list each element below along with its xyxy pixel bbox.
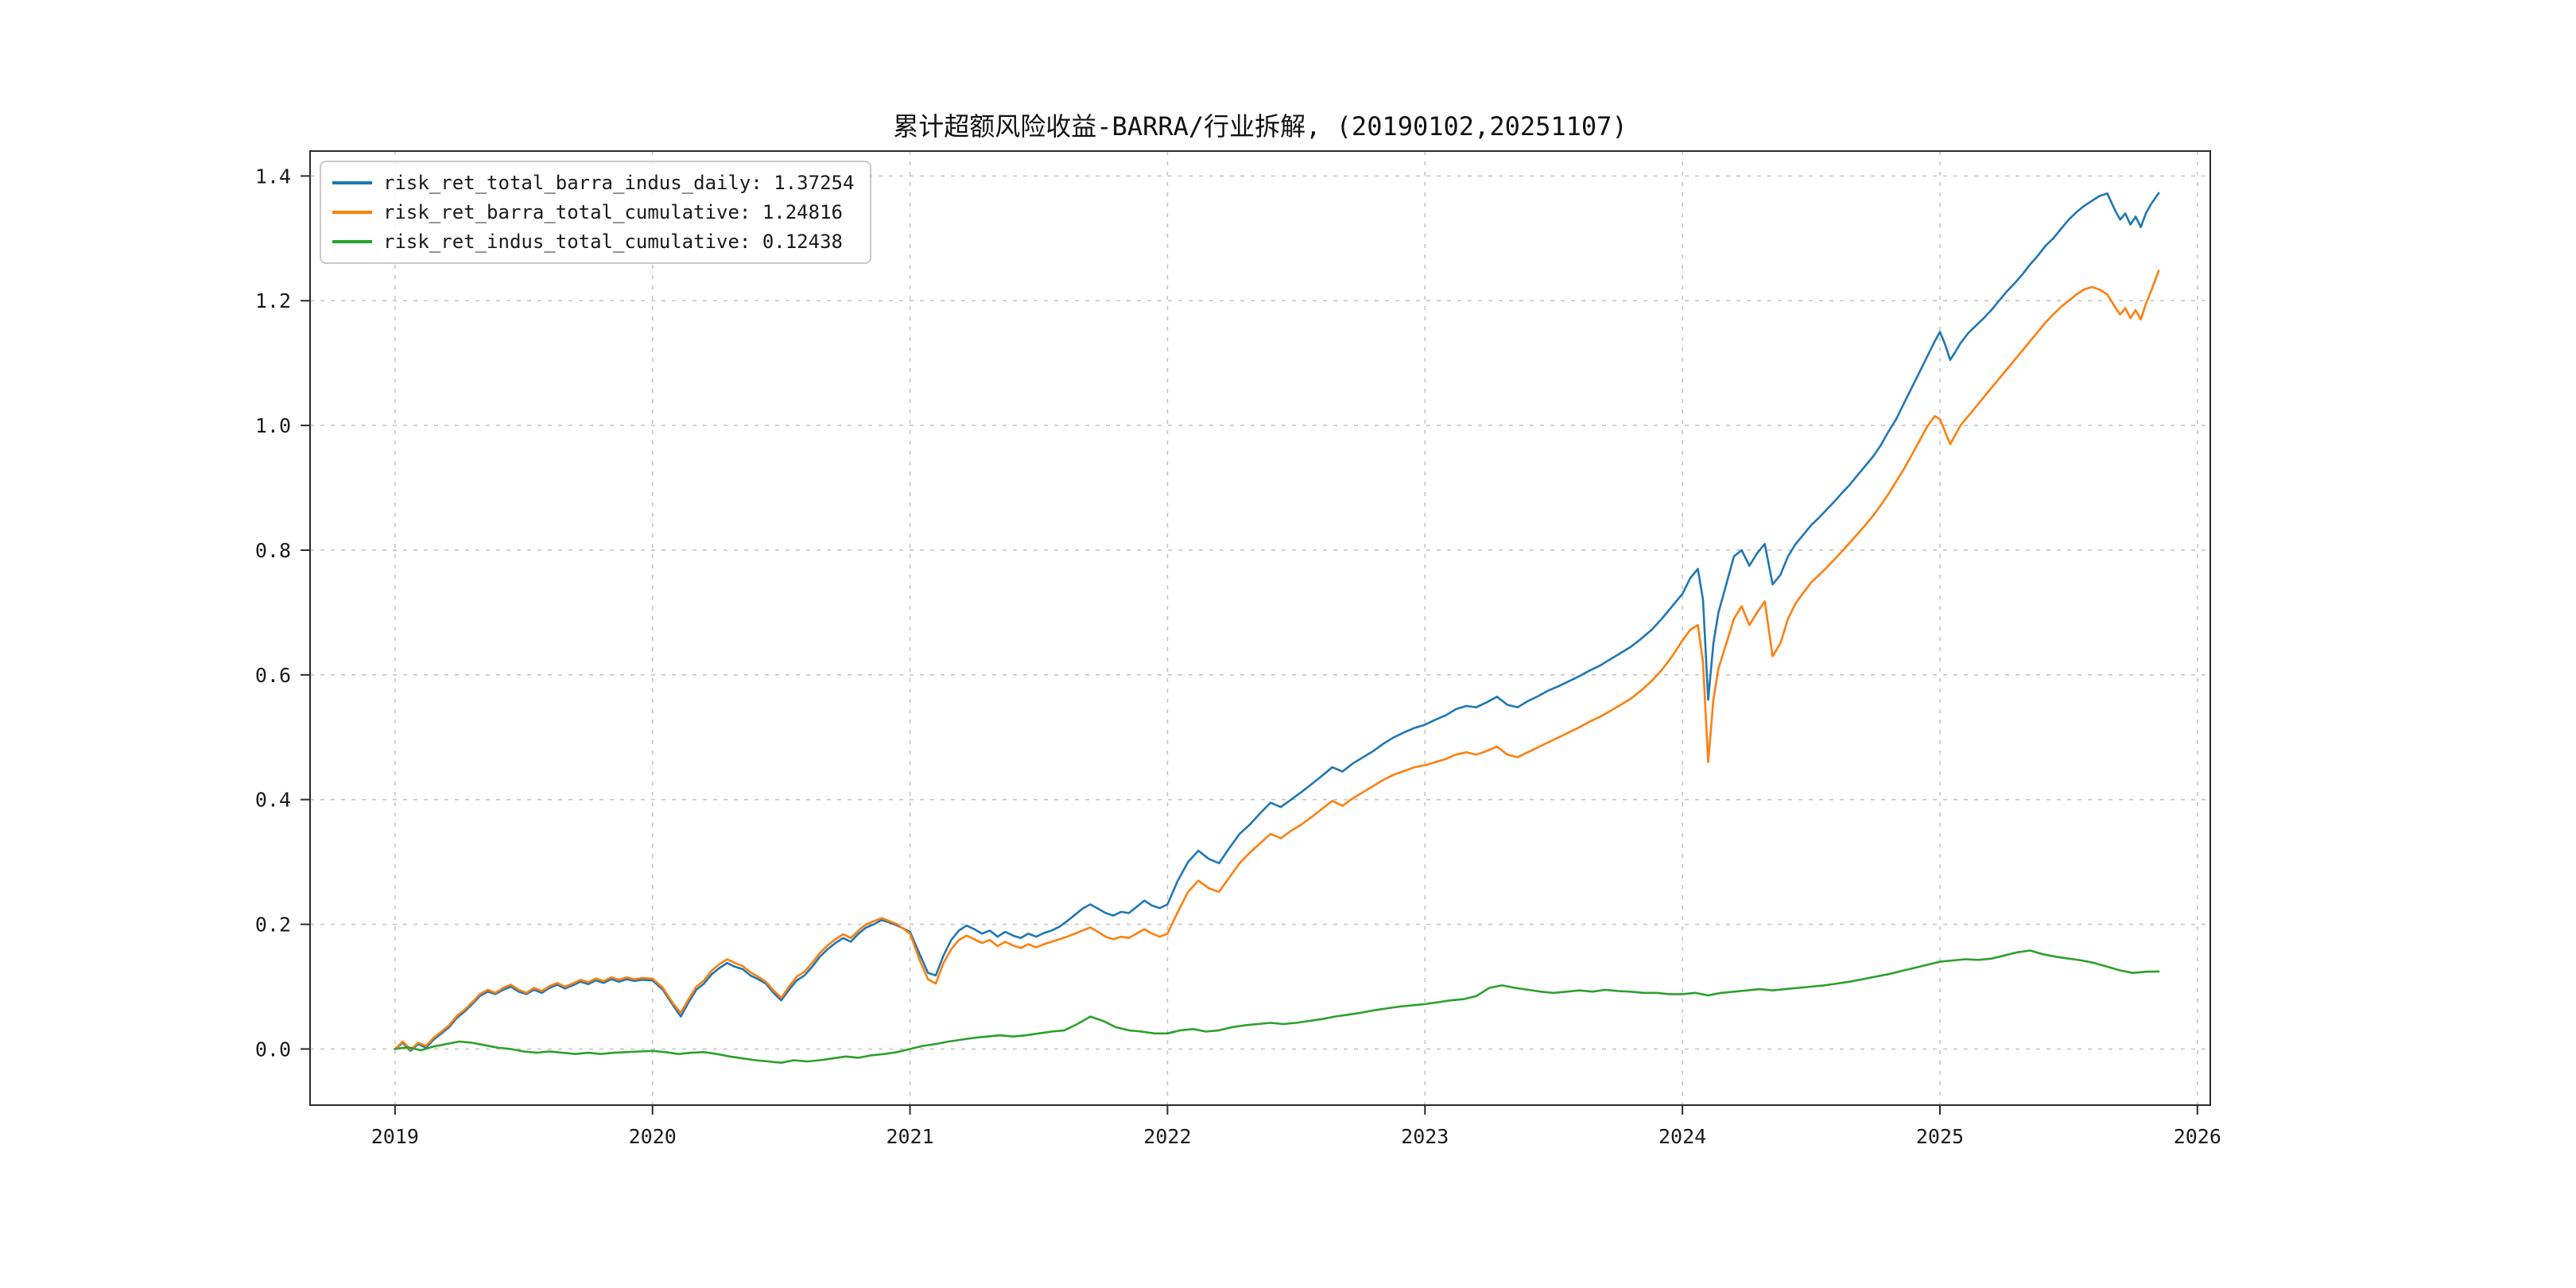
y-tick-label: 1.0 [255, 414, 291, 437]
series-line-risk_ret_total_barra_indus_daily [394, 192, 2160, 1053]
x-tick-label: 2023 [1401, 1125, 1449, 1148]
series-line-risk_ret_barra_total_cumulative [394, 270, 2160, 1051]
legend-label: risk_ret_indus_total_cumulative: 0.12438 [383, 231, 843, 253]
x-tick-label: 2022 [1143, 1125, 1191, 1148]
x-tick-label: 2019 [371, 1125, 419, 1148]
y-tick-label: 0.2 [255, 914, 291, 937]
y-tick-label: 1.4 [255, 165, 291, 188]
plot-border [309, 150, 2211, 1106]
legend: risk_ret_total_barra_indus_daily: 1.3725… [320, 161, 872, 264]
series-line-risk_ret_indus_total_cumulative [394, 949, 2160, 1064]
legend-label: risk_ret_total_barra_indus_daily: 1.3725… [383, 172, 855, 194]
x-tick-label: 2020 [629, 1125, 677, 1148]
legend-line-swatch [332, 240, 372, 243]
legend-line-swatch [332, 211, 372, 214]
x-tick-label: 2026 [2174, 1125, 2221, 1148]
x-tick-label: 2025 [1916, 1125, 1964, 1148]
x-tick-label: 2021 [886, 1125, 933, 1148]
y-tick-label: 0.6 [255, 664, 291, 687]
chart-title: 累计超额风险收益-BARRA/行业拆解, (20190102,20251107) [893, 111, 1627, 142]
x-tick-label: 2024 [1658, 1125, 1706, 1148]
y-tick-label: 0.4 [255, 789, 291, 812]
y-tick-label: 0.0 [255, 1038, 291, 1061]
y-tick-label: 0.8 [255, 539, 291, 562]
legend-entry: risk_ret_barra_total_cumulative: 1.24816 [332, 201, 854, 223]
legend-entry: risk_ret_indus_total_cumulative: 0.12438 [332, 231, 854, 253]
legend-entry: risk_ret_total_barra_indus_daily: 1.3725… [332, 172, 854, 194]
legend-line-swatch [332, 181, 372, 184]
legend-label: risk_ret_barra_total_cumulative: 1.24816 [383, 201, 843, 223]
y-tick-label: 1.2 [255, 289, 291, 312]
